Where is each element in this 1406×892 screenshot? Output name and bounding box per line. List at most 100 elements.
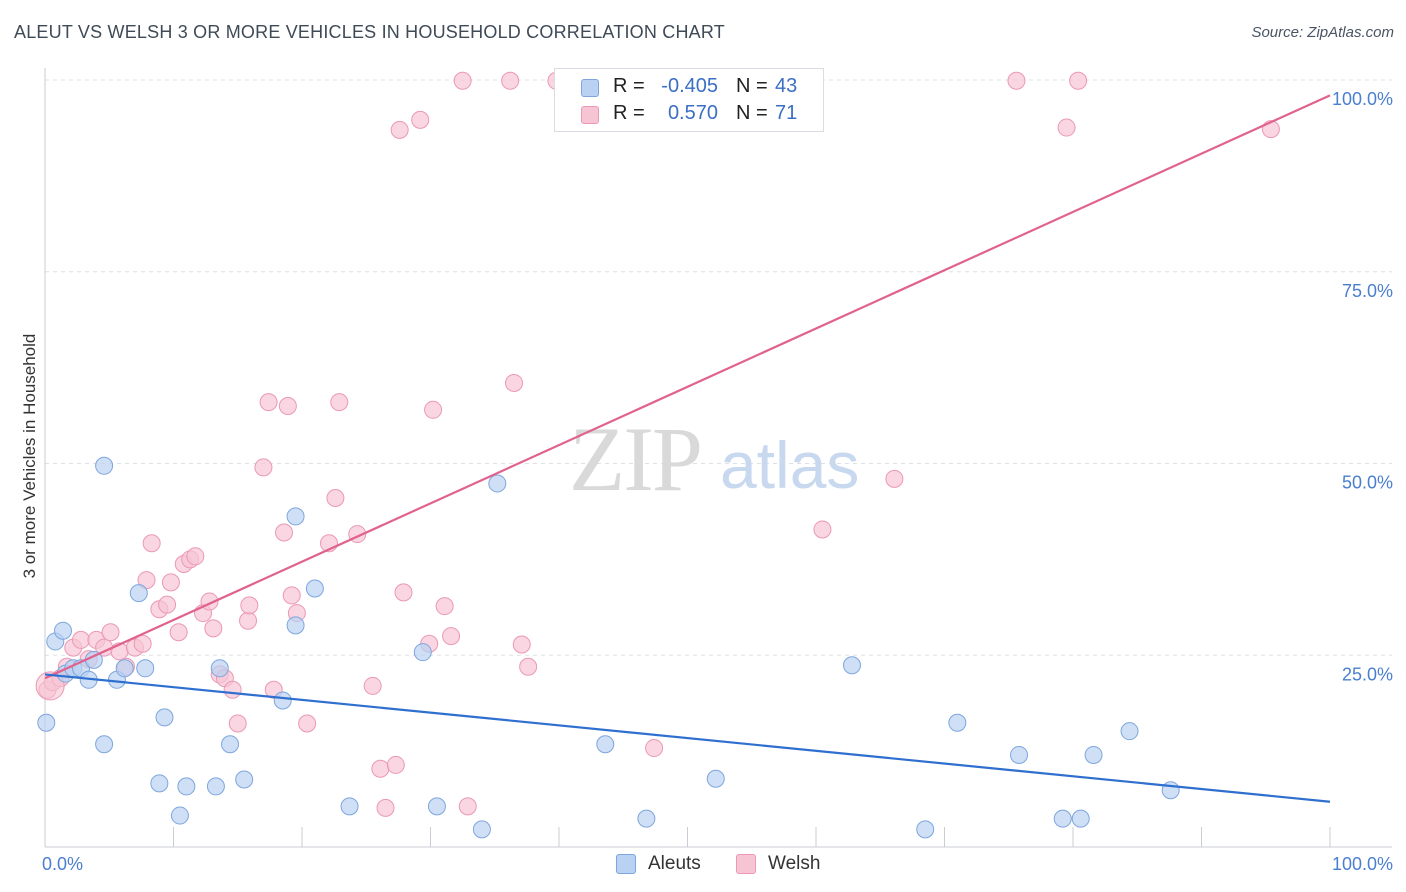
aleut-point (37, 713, 56, 732)
aleut-point (488, 474, 507, 493)
aleut-point (637, 809, 656, 828)
welsh-point (505, 373, 524, 392)
y-tick-label: 50.0% (1342, 473, 1393, 493)
welsh-point (1057, 118, 1076, 137)
aleut-point (340, 797, 359, 816)
r-label: R = (613, 102, 645, 124)
trend-lines (44, 94, 1331, 803)
aleut-point (472, 820, 491, 839)
welsh-point (161, 573, 180, 592)
welsh-point (278, 396, 297, 415)
welsh-point (390, 120, 409, 139)
welsh-point (435, 597, 454, 616)
welsh-point (326, 489, 345, 508)
welsh-point (298, 714, 317, 733)
y-axis-title: 3 or more Vehicles in Household (20, 333, 39, 579)
aleut-point (1071, 809, 1090, 828)
n-value: 43 (775, 75, 798, 97)
welsh-point (512, 635, 531, 654)
stats-legend: R = -0.405 N = 43 R = 0.570 N = 71 (554, 68, 824, 132)
welsh-point (259, 393, 278, 412)
welsh-point (204, 619, 223, 638)
welsh-point (1007, 71, 1026, 90)
aleut-point (842, 656, 861, 675)
welsh-point (169, 623, 188, 642)
welsh-point (282, 586, 301, 605)
stats-row-welsh: R = 0.570 N = 71 (555, 100, 823, 128)
n-label: N = (736, 75, 768, 97)
welsh-point (371, 759, 390, 778)
x-tick-label: 100.0% (1332, 854, 1393, 874)
welsh-point (363, 676, 382, 695)
welsh-point (330, 393, 349, 412)
welsh-point (1069, 71, 1088, 90)
welsh-point (71, 630, 90, 649)
aleut-point (177, 777, 196, 796)
welsh-point (275, 523, 294, 542)
aleut-point (948, 713, 967, 732)
aleut-point (1120, 722, 1139, 741)
aleut-point (221, 735, 240, 754)
welsh-point (376, 798, 395, 817)
aleut-point (115, 659, 134, 678)
grid-lines (45, 79, 1392, 656)
axes (44, 68, 1392, 848)
welsh-swatch (736, 854, 756, 874)
aleut-swatch (581, 79, 599, 97)
aleut-point (95, 735, 114, 754)
welsh-trend-line (44, 94, 1331, 680)
welsh-point (424, 400, 443, 419)
n-label: N = (736, 102, 768, 124)
aleut-points (37, 456, 1180, 839)
r-label: R = (613, 75, 645, 97)
aleut-point (706, 769, 725, 788)
welsh-point (35, 671, 65, 701)
welsh-point (519, 657, 538, 676)
aleut-point (206, 777, 225, 796)
aleut-point (155, 708, 174, 727)
watermark-atlas: atlas (720, 428, 859, 502)
welsh-point (240, 596, 259, 615)
welsh-point (239, 611, 258, 630)
y-tick-label: 100.0% (1332, 89, 1393, 109)
welsh-point (101, 623, 120, 642)
welsh-point (394, 583, 413, 602)
aleut-trend-line (44, 673, 1331, 803)
aleut-point (596, 735, 615, 754)
welsh-point (142, 534, 161, 553)
welsh-point (186, 547, 205, 566)
aleut-point (210, 659, 229, 678)
aleut-point (286, 507, 305, 526)
watermark-zip: ZIP (569, 408, 701, 510)
aleut-point (53, 621, 72, 640)
legend-label: Aleuts (648, 853, 701, 874)
welsh-point (386, 755, 405, 774)
aleut-point (916, 820, 935, 839)
welsh-swatch (581, 106, 599, 124)
welsh-point (133, 634, 152, 653)
tick-labels: 25.0% 50.0% 75.0% 100.0% 0.0% 100.0% (42, 89, 1393, 874)
legend-label: Welsh (768, 853, 821, 874)
welsh-point (223, 680, 242, 699)
aleut-point (305, 579, 324, 598)
welsh-point (885, 469, 904, 488)
watermark: ZIP atlas (569, 408, 859, 510)
welsh-point (442, 627, 461, 646)
welsh-point (158, 595, 177, 614)
welsh-point (645, 739, 664, 758)
aleut-swatch (616, 854, 636, 874)
r-value: -0.405 (661, 75, 718, 97)
welsh-point (458, 797, 477, 816)
aleut-point (1053, 809, 1072, 828)
y-tick-label: 25.0% (1342, 664, 1393, 684)
aleut-point (286, 616, 305, 635)
welsh-point (453, 71, 472, 90)
aleut-point (273, 691, 292, 710)
r-value: 0.570 (667, 102, 718, 124)
source-label: Source: ZipAtlas.com (1251, 24, 1394, 41)
aleut-point (427, 797, 446, 816)
welsh-point (813, 520, 832, 539)
aleut-point (170, 806, 189, 825)
y-tick-label: 75.0% (1342, 281, 1393, 301)
